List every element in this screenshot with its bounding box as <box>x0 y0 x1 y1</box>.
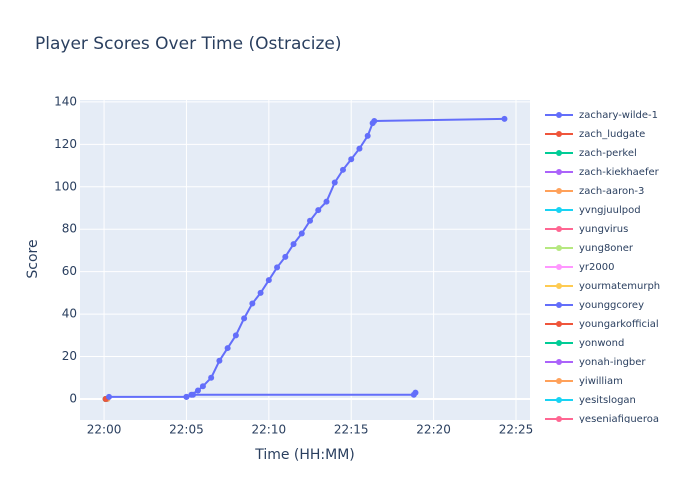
legend-swatch-marker <box>556 378 562 384</box>
legend-swatch-marker <box>556 150 562 156</box>
legend-label: yungvirus <box>579 224 628 235</box>
y-tick-label: 0 <box>69 391 77 405</box>
chart-title: Player Scores Over Time (Ostracize) <box>35 34 342 54</box>
series-line <box>109 117 505 398</box>
y-tick-label: 60 <box>62 264 77 278</box>
legend-swatch-marker <box>556 188 562 194</box>
data-point <box>356 145 363 152</box>
x-tick-label: 22:10 <box>252 423 287 437</box>
legend-swatch-marker <box>556 359 562 365</box>
data-point <box>199 383 206 390</box>
legend-label: yesitslogan <box>579 395 636 406</box>
legend-swatch-marker <box>556 245 562 251</box>
legend-swatch-marker <box>556 397 562 403</box>
y-tick-label: 120 <box>54 137 77 151</box>
x-tick-label: 22:20 <box>416 423 451 437</box>
legend-label: zach-perkel <box>579 148 637 159</box>
legend-swatch-marker <box>556 321 562 327</box>
x-tick-label: 22:00 <box>87 423 122 437</box>
data-point <box>265 277 272 284</box>
x-tick-label: 22:05 <box>169 423 204 437</box>
data-point <box>183 393 190 400</box>
legend-swatch-marker <box>556 283 562 289</box>
legend-label: zach-aaron-3 <box>579 186 644 197</box>
data-point <box>339 166 346 173</box>
data-point <box>232 332 239 339</box>
data-point <box>194 387 201 394</box>
legend-swatch-marker <box>556 416 562 422</box>
legend-label: zach-kiekhaefer <box>579 167 660 178</box>
data-point <box>249 300 256 307</box>
legend-label: yonwond <box>579 338 624 349</box>
data-point <box>501 115 508 122</box>
data-point <box>257 289 264 296</box>
legend-swatch-marker <box>556 226 562 232</box>
legend-swatch-marker <box>556 264 562 270</box>
legend-label: youngarkofficial <box>579 319 659 330</box>
legend-label: younggcorey <box>579 300 644 311</box>
y-tick-label: 100 <box>54 179 77 193</box>
legend-label: zach_ludgate <box>579 129 645 140</box>
data-point <box>298 230 305 237</box>
data-point <box>331 179 338 186</box>
data-point <box>282 253 289 260</box>
legend-swatch-marker <box>556 169 562 175</box>
x-tick-label: 22:25 <box>499 423 534 437</box>
y-tick-label: 20 <box>62 349 77 363</box>
grid <box>80 100 530 420</box>
data-point <box>290 241 297 248</box>
data-point <box>348 156 355 163</box>
legend-label: zachary-wilde-1 <box>579 110 658 121</box>
legend-label: yiwilliam <box>579 376 623 387</box>
legend-swatch-marker <box>556 131 562 137</box>
data-point <box>371 118 378 125</box>
legend: zachary-wilde-1 zach_ludgate zach-perkel za… <box>545 110 660 425</box>
legend-swatch-marker <box>556 112 562 118</box>
y-tick-label: 140 <box>54 94 77 108</box>
data-point <box>315 207 322 214</box>
x-tick-label: 22:15 <box>334 423 369 437</box>
legend-swatch-marker <box>556 207 562 213</box>
legend-label: yung8oner <box>579 243 634 254</box>
legend-swatch-marker <box>556 340 562 346</box>
y-axis-title: Score <box>25 239 41 278</box>
data-point <box>224 345 231 352</box>
data-point <box>241 315 248 322</box>
legend-label: yvngjuulpod <box>579 205 641 216</box>
legend-label: yr2000 <box>579 262 614 273</box>
plot <box>102 115 508 402</box>
data-point <box>412 389 419 396</box>
data-point <box>208 374 215 381</box>
data-point <box>307 217 314 224</box>
data-point <box>106 393 113 400</box>
data-point <box>364 132 371 139</box>
y-tick-label: 80 <box>62 222 77 236</box>
plot-area <box>80 100 530 420</box>
data-point <box>188 391 195 398</box>
legend-label: yonah-ingber <box>579 357 646 368</box>
axes: 22:00 22:05 22:10 22:15 22:20 22:25 0 20 40 60 80 1… <box>54 94 533 436</box>
y-tick-label: 40 <box>62 307 77 321</box>
legend-label: yeseniafigueroa <box>579 414 659 425</box>
data-point <box>216 357 223 364</box>
data-point <box>274 264 281 271</box>
legend-label: yourmatemurph <box>579 281 660 292</box>
legend-swatch-marker <box>556 302 562 308</box>
data-point <box>323 198 330 205</box>
x-axis-title: Time (HH:MM) <box>254 447 355 463</box>
